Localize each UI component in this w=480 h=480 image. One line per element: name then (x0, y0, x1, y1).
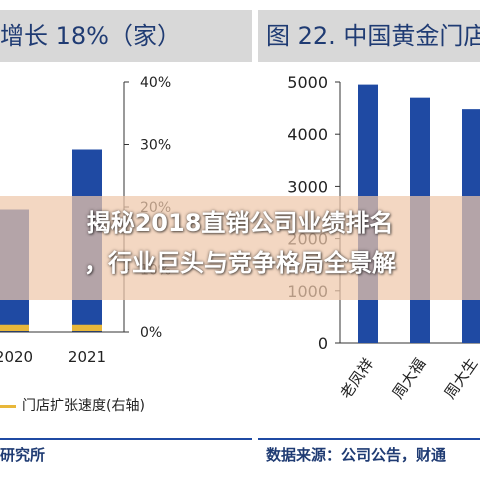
right-axis-tick-label: 30% (140, 138, 171, 154)
legend-line-swatch (0, 404, 16, 408)
right-footer-divider (258, 438, 480, 440)
right-chart-title: 图 22. 中国黄金门店 (258, 10, 480, 62)
left-legend: 门店扩张速度(右轴) (0, 395, 145, 415)
x-tick-label-周大福: 周大福 (389, 355, 430, 402)
y-axis-tick-label: 0 (318, 334, 328, 353)
x-tick-label-周大生: 周大生 (441, 355, 480, 402)
legend-label: 门店扩张速度(右轴) (22, 398, 145, 414)
y-axis-tick-label: 3000 (287, 177, 328, 196)
y-axis-tick-label: 4000 (287, 125, 328, 144)
right-axis-tick-label: 0% (140, 325, 162, 341)
left-footer-divider (0, 438, 252, 440)
right-axis-tick-label: 40% (140, 75, 171, 91)
left-source-text: 研究所 (0, 446, 46, 464)
line-series-marker-2020 (0, 324, 29, 331)
line-series-marker-2021 (72, 324, 102, 331)
left-chart-title: 增长 18%（家） (0, 10, 252, 62)
banner-overlay (0, 196, 480, 300)
banner-headline-line-2: ，行业巨头与竞争格局全景解 (84, 249, 396, 277)
banner-headline-line-1: 揭秘2018直销公司业绩排名 (86, 209, 394, 237)
x-tick-label-2021: 2021 (68, 348, 106, 362)
y-axis-tick-label: 5000 (287, 73, 328, 92)
right-source-text: 数据来源：公司公告，财通 (266, 446, 447, 464)
x-tick-label-老凤祥: 老凤祥 (337, 355, 378, 402)
